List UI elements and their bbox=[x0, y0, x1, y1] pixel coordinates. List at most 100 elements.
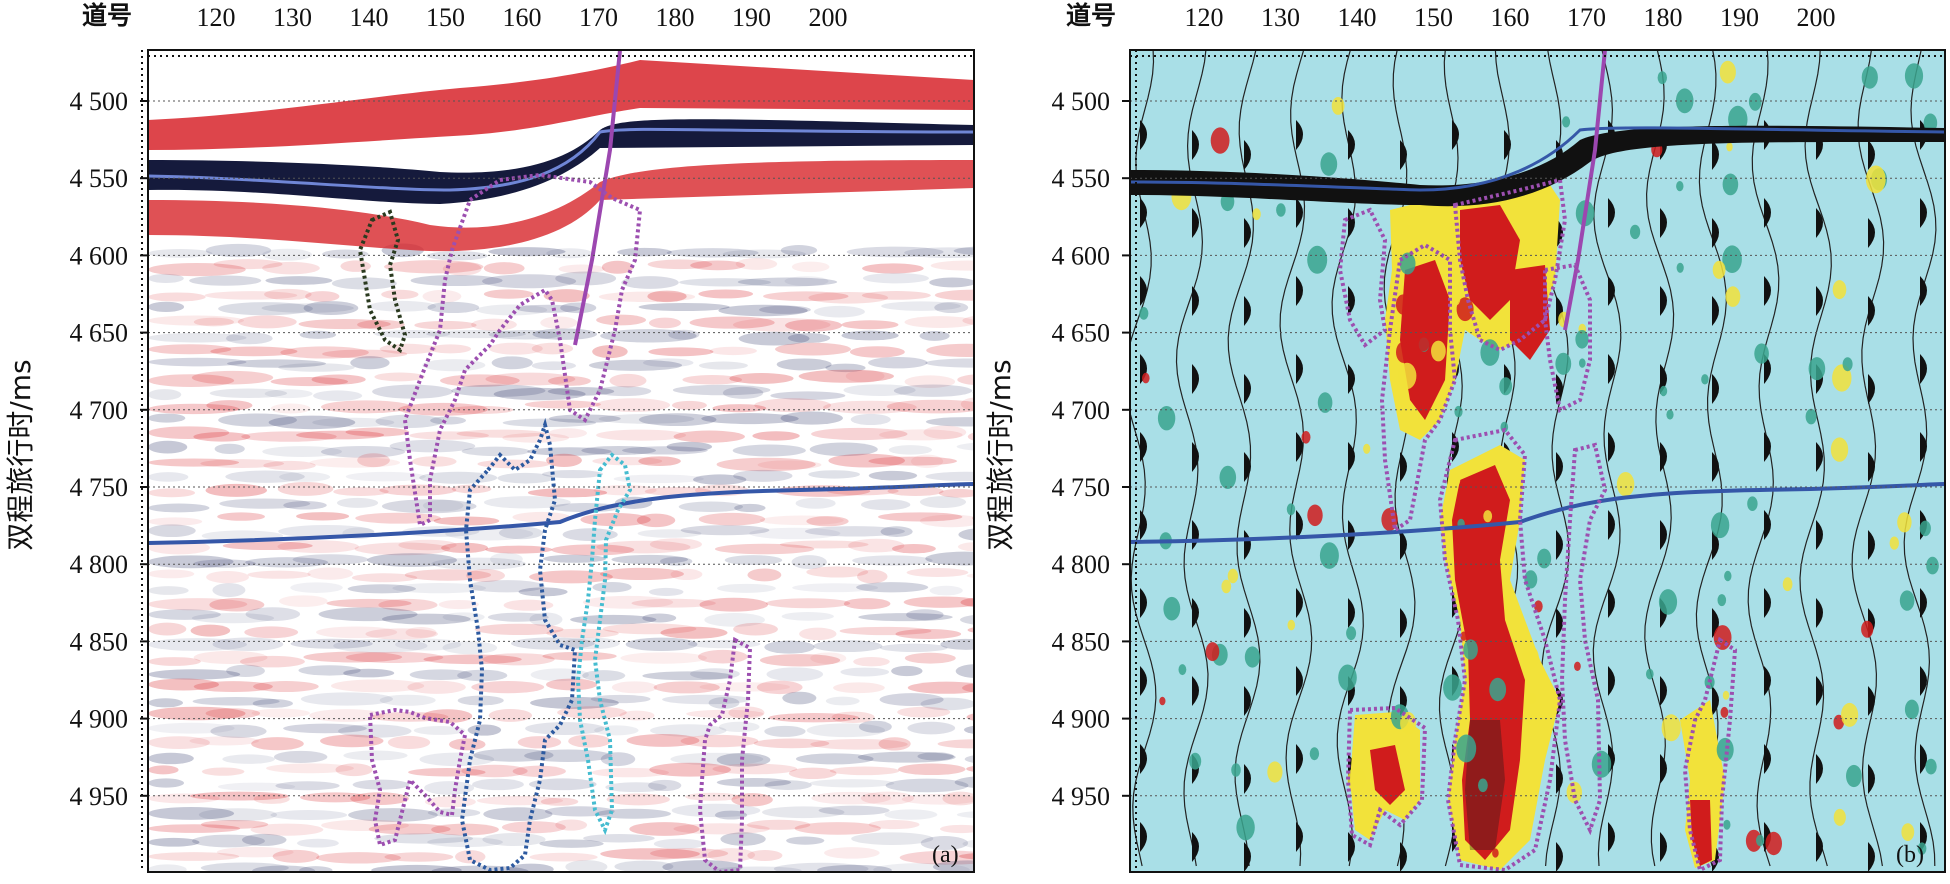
wiggle-lobe bbox=[1608, 276, 1615, 306]
amplitude-streak bbox=[217, 512, 265, 521]
amplitude-streak bbox=[316, 852, 401, 864]
amplitude-streak bbox=[756, 680, 803, 695]
attribute-speckle bbox=[1722, 245, 1742, 273]
amplitude-streak bbox=[925, 417, 974, 427]
attribute-speckle bbox=[1657, 71, 1668, 85]
amplitude-streak bbox=[919, 514, 974, 528]
amplitude-streak bbox=[794, 822, 881, 835]
wiggle-lobe bbox=[1868, 842, 1875, 872]
outline-purple-8-b bbox=[1682, 636, 1738, 872]
amplitude-streak bbox=[381, 499, 477, 514]
attribute-speckle bbox=[1483, 510, 1493, 523]
amplitude-streak bbox=[930, 260, 974, 271]
amplitude-streak bbox=[467, 580, 545, 593]
panel-a: 道号 120 130 140 150 160 170 180 190 200 4 500 4 55… bbox=[70, 1, 975, 873]
amplitude-streak bbox=[722, 249, 806, 259]
amplitude-streak bbox=[226, 664, 265, 678]
trace-tick-label: 140 bbox=[1338, 3, 1377, 32]
amplitude-streak bbox=[422, 359, 486, 372]
amplitude-streak bbox=[759, 515, 844, 526]
amplitude-streak bbox=[735, 258, 778, 270]
wiggle-lobe bbox=[1452, 120, 1459, 150]
amplitude-streak bbox=[493, 387, 586, 401]
amplitude-streak bbox=[788, 767, 837, 780]
wiggle-lobe bbox=[1920, 588, 1927, 618]
amplitude-streak bbox=[451, 384, 546, 397]
amplitude-streak bbox=[849, 346, 905, 358]
amplitude-streak bbox=[601, 260, 634, 274]
amplitude-streak bbox=[431, 865, 529, 872]
amplitude-streak bbox=[929, 277, 974, 288]
amplitude-streak bbox=[638, 413, 717, 427]
time-tick-label: 4 700 bbox=[1052, 396, 1111, 425]
attribute-speckle bbox=[1917, 842, 1927, 855]
amplitude-streak bbox=[910, 454, 944, 469]
outline-purple-lower-right-a bbox=[697, 636, 753, 872]
amplitude-streak bbox=[407, 680, 466, 694]
amplitude-streak bbox=[241, 431, 337, 442]
y-axis-label-b: 双程旅行时/ms bbox=[984, 359, 1017, 550]
wiggle-lobe bbox=[1660, 208, 1667, 238]
amplitude-streak bbox=[718, 304, 808, 317]
attribute-speckle bbox=[1454, 405, 1463, 418]
amplitude-streak bbox=[967, 627, 974, 633]
amplitude-streak bbox=[473, 748, 554, 762]
attribute-speckle bbox=[1450, 472, 1461, 487]
amplitude-streak bbox=[320, 445, 406, 458]
attribute-speckle bbox=[1575, 330, 1589, 349]
amplitude-streak bbox=[191, 370, 274, 385]
attribute-speckle bbox=[1492, 848, 1499, 858]
amplitude-streak bbox=[787, 333, 831, 343]
amplitude-streak bbox=[799, 627, 837, 641]
amplitude-streak bbox=[283, 723, 367, 734]
amplitude-streak bbox=[709, 346, 757, 356]
amplitude-streak bbox=[808, 291, 889, 304]
amplitude-streak bbox=[148, 778, 185, 788]
amplitude-streak bbox=[193, 650, 268, 665]
wiggle-lobe bbox=[1920, 198, 1927, 228]
amplitude-streak bbox=[879, 643, 948, 653]
wiggle-lobe bbox=[1348, 442, 1355, 472]
attribute-speckle bbox=[1889, 536, 1900, 550]
amplitude-streak bbox=[766, 667, 824, 682]
attribute-speckle bbox=[1754, 343, 1769, 364]
amplitude-streak bbox=[456, 429, 546, 438]
attribute-speckle bbox=[1301, 431, 1311, 444]
amplitude-streak bbox=[250, 823, 324, 836]
amplitude-streak bbox=[375, 414, 444, 428]
amplitude-streak bbox=[825, 696, 860, 706]
attribute-speckle bbox=[1443, 674, 1462, 701]
wiggle-lobe bbox=[1764, 666, 1771, 696]
amplitude-streak bbox=[525, 722, 605, 735]
amplitude-streak bbox=[843, 384, 916, 396]
amplitude-streak bbox=[786, 836, 825, 845]
time-gridlines-b bbox=[1130, 100, 1945, 797]
amplitude-streak bbox=[668, 329, 700, 340]
amplitude-streak bbox=[829, 766, 900, 776]
amplitude-streak bbox=[722, 386, 764, 399]
amplitude-streak bbox=[885, 778, 969, 793]
amplitude-streak bbox=[898, 763, 966, 776]
amplitude-streak bbox=[775, 342, 851, 356]
amplitude-streak bbox=[264, 389, 313, 399]
amplitude-streak bbox=[409, 669, 473, 681]
time-tick-label: 4 950 bbox=[70, 782, 129, 811]
attribute-speckle bbox=[1396, 341, 1412, 363]
plot-frame-b bbox=[1129, 49, 1946, 873]
amplitude-streak bbox=[488, 247, 566, 257]
wiggle-lobe bbox=[1868, 374, 1875, 404]
amplitude-streak bbox=[482, 832, 546, 847]
amplitude-streak bbox=[620, 652, 707, 664]
amplitude-streak bbox=[206, 571, 249, 584]
amplitude-streak bbox=[471, 318, 517, 331]
amplitude-streak bbox=[245, 607, 301, 622]
amplitude-streak bbox=[351, 573, 418, 583]
amplitude-streak bbox=[780, 411, 843, 425]
amplitude-streak bbox=[299, 330, 337, 339]
amplitude-streak bbox=[878, 737, 911, 751]
amplitude-streak bbox=[907, 721, 956, 735]
amplitude-streak bbox=[648, 317, 681, 329]
amplitude-streak bbox=[268, 415, 356, 430]
amplitude-streak bbox=[148, 440, 188, 454]
